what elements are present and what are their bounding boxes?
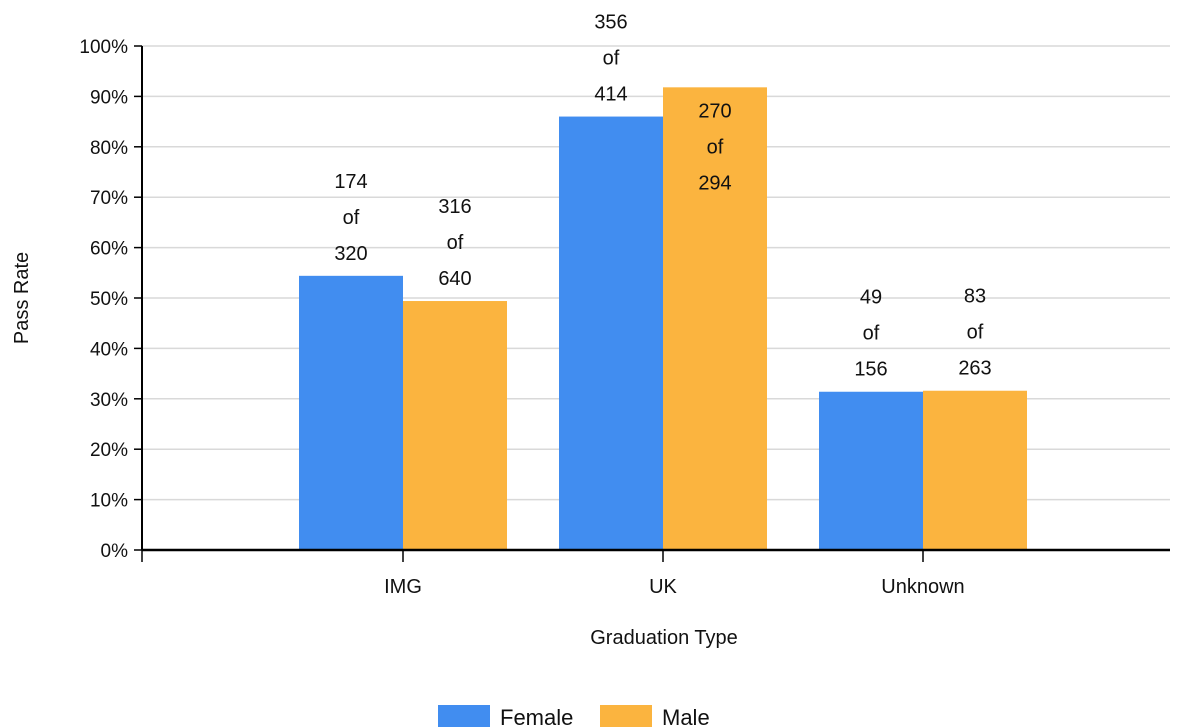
y-tick-label: 20% <box>90 440 128 461</box>
data-label-line: 263 <box>958 358 991 380</box>
data-label: 270 of 294 <box>698 100 731 194</box>
y-tick-label: 30% <box>90 390 128 411</box>
axes: 0% 10% 20% 30% 40% 50% 60% 70% 80% 90% 100% IMG UK Un… <box>79 37 1170 598</box>
x-tick-label: UK <box>649 576 677 598</box>
data-label-line: of <box>967 322 984 344</box>
y-tick-label: 60% <box>90 239 128 260</box>
data-label-line: of <box>447 232 464 254</box>
bar-female-uk <box>559 116 663 550</box>
data-label-line: 49 <box>860 287 882 309</box>
data-label-line: of <box>863 323 880 345</box>
bar-male-img <box>403 301 507 550</box>
data-label: 83 of 263 <box>958 286 991 380</box>
x-tick-label: IMG <box>384 576 422 598</box>
y-tick-label: 50% <box>90 289 128 310</box>
legend-swatch-male <box>600 705 652 727</box>
y-tick-label: 10% <box>90 491 128 512</box>
legend-label-female: Female <box>500 705 573 727</box>
data-label: 49 of 156 <box>854 287 887 381</box>
data-label-line: 294 <box>698 172 731 194</box>
bar-male-uk <box>663 87 767 550</box>
data-label-line: 414 <box>594 84 627 106</box>
y-tick-label: 90% <box>90 87 128 108</box>
data-label: 356 of 414 <box>594 12 627 106</box>
bar-male-unknown <box>923 390 1027 550</box>
data-label-line: of <box>343 207 360 229</box>
data-label: 316 of 640 <box>438 196 471 290</box>
data-label-line: of <box>707 136 724 158</box>
data-label-line: 174 <box>334 171 367 193</box>
data-label-line: 356 <box>594 12 627 34</box>
data-label-line: 640 <box>438 268 471 290</box>
data-label-line: 316 <box>438 196 471 218</box>
data-label-line: of <box>603 48 620 70</box>
data-label-line: 270 <box>698 100 731 122</box>
bar-female-img <box>299 275 403 550</box>
y-axis-title: Pass Rate <box>11 252 33 344</box>
legend-label-male: Male <box>662 705 710 727</box>
data-label: 174 of 320 <box>334 171 367 265</box>
y-tick-label: 70% <box>90 188 128 209</box>
data-label-line: 320 <box>334 243 367 265</box>
legend-swatch-female <box>438 705 490 727</box>
x-axis-title: Graduation Type <box>590 627 738 649</box>
data-label-line: 83 <box>964 286 986 308</box>
y-tick-label: 100% <box>79 37 128 58</box>
data-label-line: 156 <box>854 359 887 381</box>
y-tick-label: 0% <box>101 541 129 562</box>
y-tick-label: 40% <box>90 339 128 360</box>
y-tick-label: 80% <box>90 138 128 159</box>
bars <box>299 87 1027 550</box>
data-labels: 174 of 320 316 of 640 356 of 414 270 of 294 49 of 156 8… <box>334 12 991 381</box>
legend: Female Male <box>438 705 710 727</box>
bar-female-unknown <box>819 391 923 550</box>
x-tick-label: Unknown <box>881 576 964 598</box>
